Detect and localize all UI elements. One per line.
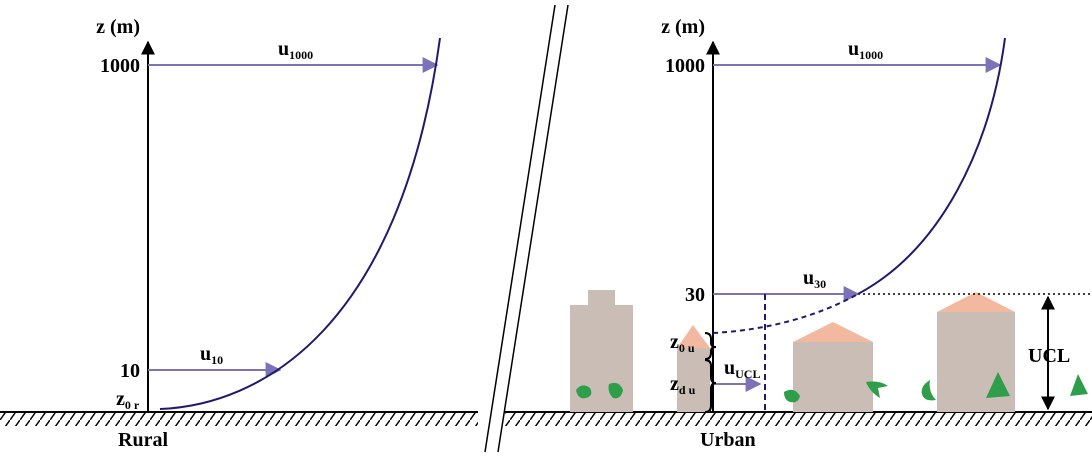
- subscript: d u: [679, 383, 696, 397]
- u1000-label: u1000: [278, 38, 313, 62]
- base: u: [848, 38, 859, 60]
- z0-label: z0 r: [116, 388, 140, 412]
- base: z: [670, 373, 679, 395]
- base: u: [724, 357, 735, 379]
- subscript: 30: [814, 277, 826, 291]
- tick-label: 1000: [665, 55, 705, 77]
- tick-label: 30: [685, 284, 705, 306]
- subscript: 1000: [289, 48, 313, 62]
- base: u: [278, 38, 289, 60]
- urban-panel: z (m) 1000 30 u1000 u30 uUCL z0 u zd u U…: [570, 16, 1092, 451]
- u30-label: u30: [803, 267, 826, 291]
- subscript: 10: [211, 353, 223, 367]
- base: z: [670, 331, 679, 353]
- caption: Urban: [700, 429, 756, 451]
- base: z: [116, 388, 125, 410]
- axis-label: z (m): [96, 16, 140, 38]
- diagram: z (m) 1000 10 z0 r u1000 u10 Rural: [0, 0, 1092, 456]
- ucl-label: UCL: [1028, 345, 1070, 367]
- u10-label: u10: [200, 343, 223, 367]
- subscript: 0 u: [679, 341, 695, 355]
- uucl-label: uUCL: [724, 357, 760, 381]
- subscript: 0 r: [125, 398, 140, 412]
- base: u: [200, 343, 211, 365]
- axis-break: [485, 5, 568, 452]
- tick-label: 10: [120, 360, 140, 382]
- rural-panel: z (m) 1000 10 z0 r u1000 u10 Rural: [96, 16, 440, 451]
- ground: [0, 412, 1092, 426]
- u1000-label: u1000: [848, 38, 883, 62]
- base: u: [803, 267, 814, 289]
- subscript: UCL: [735, 367, 760, 381]
- caption: Rural: [118, 429, 168, 451]
- tick-label: 1000: [100, 55, 140, 77]
- subscript: 1000: [859, 48, 883, 62]
- wind-profile: [858, 38, 1005, 294]
- axis-label: z (m): [661, 16, 705, 38]
